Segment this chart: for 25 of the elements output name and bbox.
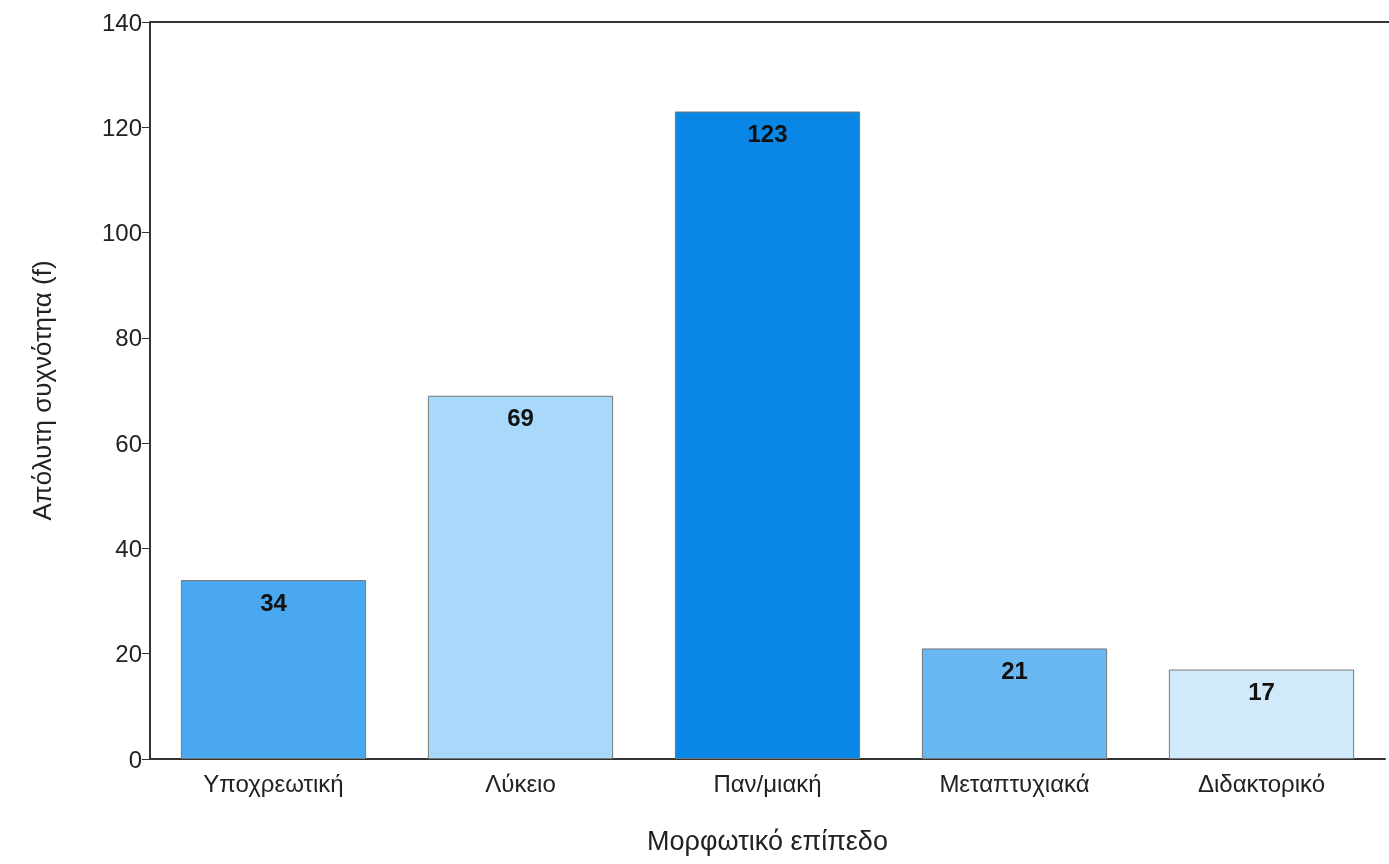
bar [180, 580, 367, 759]
y-axis-title: Απόλυτη συχνότητα (f) [27, 260, 57, 521]
x-tick-label: Υποχρεωτική [203, 769, 344, 797]
x-tick-label: Λύκειο [485, 769, 556, 797]
data-label: 69 [507, 404, 534, 432]
data-label: 17 [1248, 678, 1275, 706]
bar [921, 648, 1108, 759]
data-label: 123 [747, 119, 788, 147]
x-tick-label: Διδακτορικό [1197, 769, 1326, 797]
y-tick-label: 20 [115, 640, 142, 668]
data-label: 34 [260, 588, 288, 616]
y-tick-label: 0 [128, 745, 142, 773]
bar [1168, 669, 1355, 759]
y-tick-label: 120 [101, 113, 142, 141]
bar [427, 395, 614, 759]
x-tick-label: Μεταπτυχιακά [939, 769, 1090, 797]
y-tick-label: 40 [115, 534, 142, 562]
data-label: 21 [1001, 656, 1028, 684]
y-tick-label: 80 [115, 324, 142, 352]
y-tick-label: 100 [101, 219, 142, 247]
bar [674, 111, 861, 759]
x-tick-label: Παν/μιακή [713, 769, 822, 797]
y-tick-label: 140 [101, 8, 142, 36]
y-tick-label: 60 [115, 429, 142, 457]
x-axis-title: Μορφωτικό επίπεδο [647, 825, 888, 856]
